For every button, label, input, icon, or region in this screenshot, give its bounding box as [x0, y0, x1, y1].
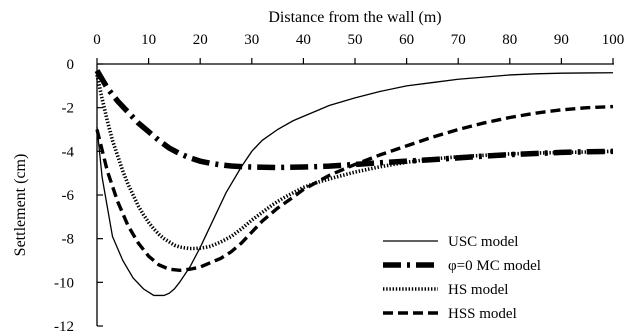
- x-tick-label: 10: [141, 32, 156, 48]
- series-line-1: [96, 72, 614, 297]
- legend: USC model φ=0 MC model HS model HSS model: [383, 234, 541, 322]
- y-tick-label: -12: [54, 319, 74, 334]
- x-tick-label: 70: [451, 32, 466, 48]
- legend-label: HS model: [448, 282, 508, 298]
- series-line-2: [94, 69, 614, 171]
- legend-label: φ=0 MC model: [448, 258, 541, 274]
- series-line-4: [95, 104, 614, 273]
- y-tick-label: -10: [54, 275, 74, 291]
- x-tick-label: 100: [602, 32, 625, 48]
- y-axis-title: Settlement (cm): [12, 154, 29, 257]
- y-tick-label: -2: [62, 101, 75, 117]
- x-tick-label: 60: [399, 32, 414, 48]
- x-tick-label: 80: [502, 32, 517, 48]
- x-tick-label: 50: [348, 32, 363, 48]
- x-tick-label: 0: [93, 32, 101, 48]
- x-tick-label: 30: [244, 32, 259, 48]
- legend-label: USC model: [448, 234, 518, 250]
- x-tick-label: 90: [554, 32, 569, 48]
- y-tick-label: -8: [62, 232, 75, 248]
- series-line-3: [95, 74, 614, 251]
- x-tick-label: 40: [296, 32, 311, 48]
- y-tick-label: 0: [67, 57, 75, 73]
- series-layer: [94, 69, 614, 297]
- x-axis-title: Distance from the wall (m): [268, 9, 441, 26]
- axes: 0 10 20 30 40 50 60 70 80 90 100 0 -2 -4 -6 -8 -10 -12: [54, 32, 624, 334]
- y-tick-label: -6: [62, 188, 75, 204]
- legend-label: HSS model: [448, 306, 517, 322]
- y-tick-label: -4: [62, 144, 75, 160]
- x-tick-label: 20: [193, 32, 208, 48]
